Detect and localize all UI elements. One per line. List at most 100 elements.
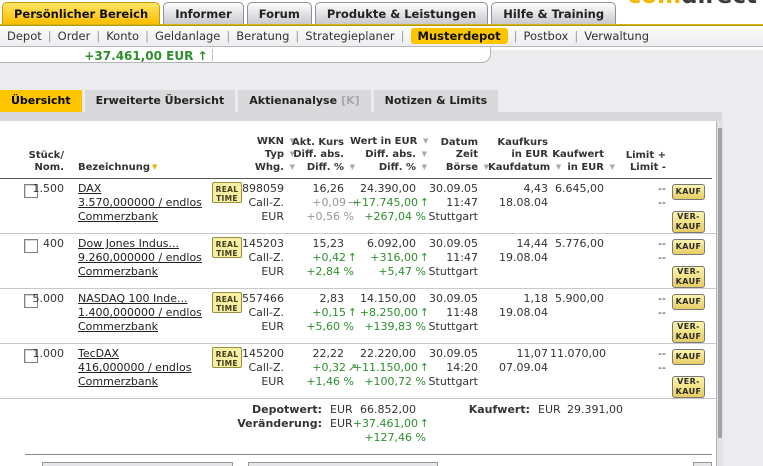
instrument-link[interactable]: DAX [78,182,102,195]
strike-endlos-link[interactable]: 1.400,000000 / endlos [78,306,202,319]
col-header-akt-kurs[interactable]: Akt. Kurs Diff. abs. Diff. % ▼ [291,137,355,173]
issuer-link[interactable]: Commerzbank [78,320,158,333]
subnav-item-strategieplaner[interactable]: Strategieplaner [305,29,395,43]
col-header-kaufwert[interactable]: Kaufwert in EUR ▼ [552,149,615,173]
scrollbar-thumb[interactable] [718,128,722,438]
row-checkbox[interactable] [24,239,38,253]
tab-uebersicht[interactable]: Übersicht [0,90,82,112]
cell-purchase-price: 11,07 07.09.04 [499,347,548,374]
buy-button[interactable]: KAUF [672,294,705,310]
subnav-item-order[interactable]: Order [57,29,91,43]
row-checkbox[interactable] [24,294,38,308]
realtime-badge[interactable]: REAL TIME [212,182,242,203]
sort-icon[interactable]: ▼ [289,137,295,145]
subnav-item-geldanlage[interactable]: Geldanlage [154,29,221,43]
separator: | [47,29,52,43]
change-currency: EUR [330,417,353,430]
purchase-value-currency: EUR [538,403,561,416]
sort-icon[interactable]: ▼ [483,163,489,171]
cell-value-eur: 6.092,00 +316,00 ↑ +5,47 % [367,237,429,278]
cell-purchase-price: 1,18 19.08.04 [499,292,548,319]
cell-quantity: 1.500 [32,182,65,195]
nav-tab-produkte-leistungen[interactable]: Produkte & Leistungen [314,2,489,24]
sell-button[interactable]: VER- KAUF [672,211,705,233]
tab-aktienanalyse[interactable]: Aktienanalyse [K] [238,90,371,112]
strike-endlos-link[interactable]: 9.260,000000 / endlos [78,251,202,264]
trend-arrow-icon: ↑ [347,306,357,319]
instrument-link[interactable]: Dow Jones Indus... [78,237,180,250]
buy-button[interactable]: KAUF [672,349,705,365]
sort-icon[interactable]: ▼ [421,163,427,171]
nav-tab-persoenlicher-bereich[interactable]: Persönlicher Bereich [2,2,161,24]
buy-button[interactable]: KAUF [672,184,705,200]
sort-icon[interactable]: ▼ [289,163,295,171]
sort-icon[interactable]: ▼ [421,150,427,158]
separator: | [513,29,518,43]
nav-tab-forum[interactable]: Forum [246,2,312,24]
cell-wkn: 557466 Call-Z. EUR [242,292,284,333]
up-arrow-icon: ↑ [197,49,208,63]
cut-off-control[interactable] [248,462,438,466]
strike-endlos-link[interactable]: 416,000000 / endlos [78,361,192,374]
subnav-item-konto[interactable]: Konto [106,29,140,43]
up-arrow-icon: ↑ [419,417,429,430]
separator: | [574,29,579,43]
purchase-value: 29.391,00 [567,403,623,416]
cell-purchase-value: 6.645,00 [555,182,604,195]
sort-icon[interactable]: ▼ [152,163,158,171]
col-header-kaufkurs[interactable]: Kaufkurs in EUR Kaufdatum ▼ [488,137,562,173]
sort-icon[interactable]: ▼ [289,150,295,158]
cell-value-eur: 24.390,00 +17.745,00 ↑ +267,04 % [352,182,429,223]
sort-icon[interactable]: ▼ [422,137,429,145]
col-header-wert-eur[interactable]: Wert in EUR ▼ Diff. abs. ▼ Diff. % ▼ [350,136,429,173]
vertical-scrollbar[interactable] [716,121,723,466]
divider [212,49,213,61]
issuer-link[interactable]: Commerzbank [78,210,158,223]
col-header-datum-zeit-boerse[interactable]: Datum Zeit Börse ▼ [440,137,489,173]
buy-button[interactable]: KAUF [672,239,705,255]
change-value: +37.461,00 ↑ [352,417,429,430]
cell-value-eur: 14.150,00 +8.250,00 ↑ +139,83 % [359,292,429,333]
issuer-link[interactable]: Commerzbank [78,265,158,278]
sort-icon[interactable]: ▼ [349,163,355,171]
row-checkbox[interactable] [24,184,38,198]
tab-notizen-limits[interactable]: Notizen & Limits [373,90,499,112]
tab-erweiterte-uebersicht[interactable]: Erweiterte Übersicht [84,90,236,112]
sort-icon[interactable]: ▼ [609,163,615,171]
realtime-badge[interactable]: REAL TIME [212,292,242,313]
sell-button[interactable]: VER- KAUF [672,376,705,398]
instrument-link[interactable]: NASDAQ 100 Inde... [78,292,188,305]
col-header-bezeichnung[interactable]: Bezeichnung ▼ [78,162,158,173]
subnav-item-beratung[interactable]: Beratung [236,29,290,43]
instrument-link[interactable]: TecDAX [78,347,120,360]
trend-arrow-icon: ↑ [347,251,357,264]
cell-date-time-exchange: 30.09.05 11:48 Stuttgart [428,292,478,333]
strike-endlos-link[interactable]: 3.570,000000 / endlos [78,196,202,209]
sort-icon[interactable]: ▼ [555,163,562,171]
cell-name: Dow Jones Indus... 9.260,000000 / endlos… [78,237,210,279]
row-checkbox[interactable] [24,349,38,363]
depot-tabs: Übersicht Erweiterte Übersicht Aktienana… [0,90,499,112]
subnav-item-musterdepot[interactable]: Musterdepot [410,28,508,44]
col-header-stueck-nom[interactable]: Stück/ Nom. [28,150,64,173]
nav-tab-informer[interactable]: Informer [163,2,244,24]
nav-tab-hilfe-training[interactable]: Hilfe & Training [491,2,617,24]
col-header-wkn-typ-whg[interactable]: WKN ▼ Typ ▼ Whg. ▼ [254,136,295,173]
cell-purchase-value: 11.070,00 [550,347,606,360]
cell-quantity: 1.000 [32,347,65,360]
cut-off-control[interactable] [42,462,233,466]
sell-button[interactable]: VER- KAUF [672,321,705,343]
cut-off-control[interactable] [693,462,712,466]
purchase-value-label: Kaufwert: [468,403,530,416]
subnav-item-verwaltung[interactable]: Verwaltung [584,29,650,43]
cell-purchase-price: 14,44 19.08.04 [499,237,548,264]
subnav-item-depot[interactable]: Depot [7,29,42,43]
separator: | [145,29,149,43]
realtime-badge[interactable]: REAL TIME [212,347,242,368]
realtime-badge[interactable]: REAL TIME [212,237,242,258]
issuer-link[interactable]: Commerzbank [78,375,158,388]
cell-badge: REAL TIME [212,292,242,313]
sell-button[interactable]: VER- KAUF [672,266,705,288]
subnav-item-postbox[interactable]: Postbox [523,29,569,43]
